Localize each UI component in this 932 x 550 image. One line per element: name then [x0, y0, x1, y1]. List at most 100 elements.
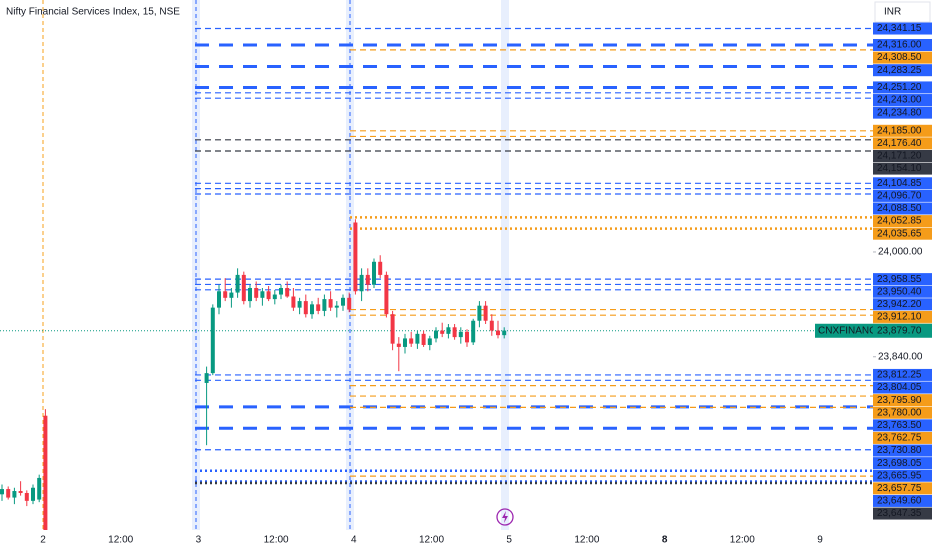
level-label-box: [873, 124, 932, 137]
candle-body: [384, 274, 389, 315]
level-label-box: [873, 285, 932, 298]
level-label-box: [873, 457, 932, 470]
candle-body: [285, 287, 290, 297]
level-label-box: [873, 494, 932, 507]
level-label-box: [873, 227, 932, 240]
last-price-label: 23,879.70: [877, 325, 922, 336]
candle-body: [396, 343, 401, 347]
currency-box[interactable]: [874, 1, 931, 23]
level-label-box: [873, 64, 932, 77]
level-label: 24,243.00: [877, 95, 922, 106]
candle-body: [341, 297, 345, 306]
x-tick-label: 5: [506, 535, 512, 546]
level-label-box: [873, 215, 932, 228]
level-label-box: [873, 310, 932, 323]
candle-body: [440, 330, 445, 334]
level-label: 24,251.20: [877, 82, 922, 93]
candle-body: [328, 299, 333, 308]
level-label: 24,341.15: [877, 23, 922, 34]
candle-body: [291, 296, 296, 308]
candle-body: [496, 330, 500, 336]
level-label: 23,730.80: [877, 445, 922, 456]
candle-body: [223, 291, 228, 298]
level-label: 24,308.50: [877, 52, 922, 63]
candle-body: [353, 222, 358, 292]
candle-body: [316, 304, 321, 311]
level-label: 23,665.95: [877, 470, 922, 481]
x-tick-label: 12:00: [264, 535, 289, 546]
level-label-box: [873, 177, 932, 190]
x-tick-label: 8: [662, 535, 668, 546]
level-label-box: [873, 406, 932, 419]
candle-body: [502, 330, 507, 336]
plot: [0, 27, 873, 485]
level-label: 24,316.00: [877, 40, 922, 51]
x-tick-label: 2: [40, 535, 46, 546]
event-icon-bolt: [502, 511, 508, 523]
candle-body: [365, 274, 370, 285]
level-label: 24,035.65: [877, 228, 922, 239]
level-label: 23,812.25: [877, 370, 922, 381]
level-label: 24,096.70: [877, 191, 922, 202]
candle-body: [403, 338, 407, 347]
level-label: 23,762.75: [877, 433, 922, 444]
candle-body: [279, 287, 283, 295]
candle-body: [390, 314, 395, 344]
candle-body: [359, 274, 364, 292]
level-label: 24,185.00: [877, 125, 922, 136]
candle-body: [24, 492, 29, 501]
candle-body: [43, 415, 48, 530]
candle-body: [37, 477, 42, 500]
level-label: 23,780.00: [877, 407, 922, 418]
level-label-box: [873, 419, 932, 432]
level-label: 24,176.40: [877, 138, 922, 149]
candle-body: [303, 301, 308, 315]
candle-body: [446, 327, 451, 334]
level-label: 23,804.05: [877, 382, 922, 393]
candle-body: [204, 373, 209, 383]
candle-body: [465, 331, 469, 343]
event-icon[interactable]: [496, 508, 514, 526]
axis: 24,000.00 23,840.00 24,341.15 24,316.0024,3…: [873, 22, 932, 520]
level-label-box: [873, 469, 932, 482]
level-label: 23,649.60: [877, 496, 922, 507]
level-label: 24,104.85: [877, 178, 922, 189]
x-tick-label: 12:00: [574, 535, 599, 546]
currency[interactable]: INR: [884, 7, 901, 18]
x-tick-label: 12:00: [419, 535, 444, 546]
level-label-box: [873, 189, 932, 202]
level-label: 24,234.80: [877, 107, 922, 118]
y-tick-label: 23,840.00: [878, 351, 923, 362]
candle-body: [0, 489, 4, 495]
candle-body: [477, 305, 482, 321]
candle-body: [427, 338, 432, 345]
candle-body: [6, 489, 11, 498]
candle-body: [229, 292, 234, 298]
level-label-box: [873, 381, 932, 394]
level-label-box: [873, 202, 932, 215]
chart-title: Nifty Financial Services Index, 15, NSE: [6, 7, 180, 18]
candle-body: [471, 320, 476, 343]
candle-body: [452, 327, 457, 338]
y-tick-label: 24,000.00: [878, 247, 923, 258]
candle-body: [217, 291, 221, 308]
session-band: [192, 0, 200, 530]
candle-body: [254, 287, 259, 298]
candle-body: [372, 261, 376, 285]
candle-body: [12, 491, 17, 498]
candles: [0, 219, 507, 530]
level-label: 23,950.40: [877, 286, 922, 297]
x-tick-label: 9: [817, 535, 823, 546]
x-tick-label: 4: [351, 535, 357, 546]
level-label-box: [873, 38, 932, 51]
level-label-box: [873, 431, 932, 444]
level-label: 24,052.85: [877, 216, 922, 227]
level-label: 24,088.50: [877, 203, 922, 214]
x-tick-label: 12:00: [108, 535, 133, 546]
level-label: 23,698.05: [877, 458, 922, 469]
level-label-box: [873, 149, 932, 162]
candle-body: [483, 305, 488, 321]
level-label: 23,958.55: [877, 274, 922, 285]
candle-body: [347, 297, 352, 310]
